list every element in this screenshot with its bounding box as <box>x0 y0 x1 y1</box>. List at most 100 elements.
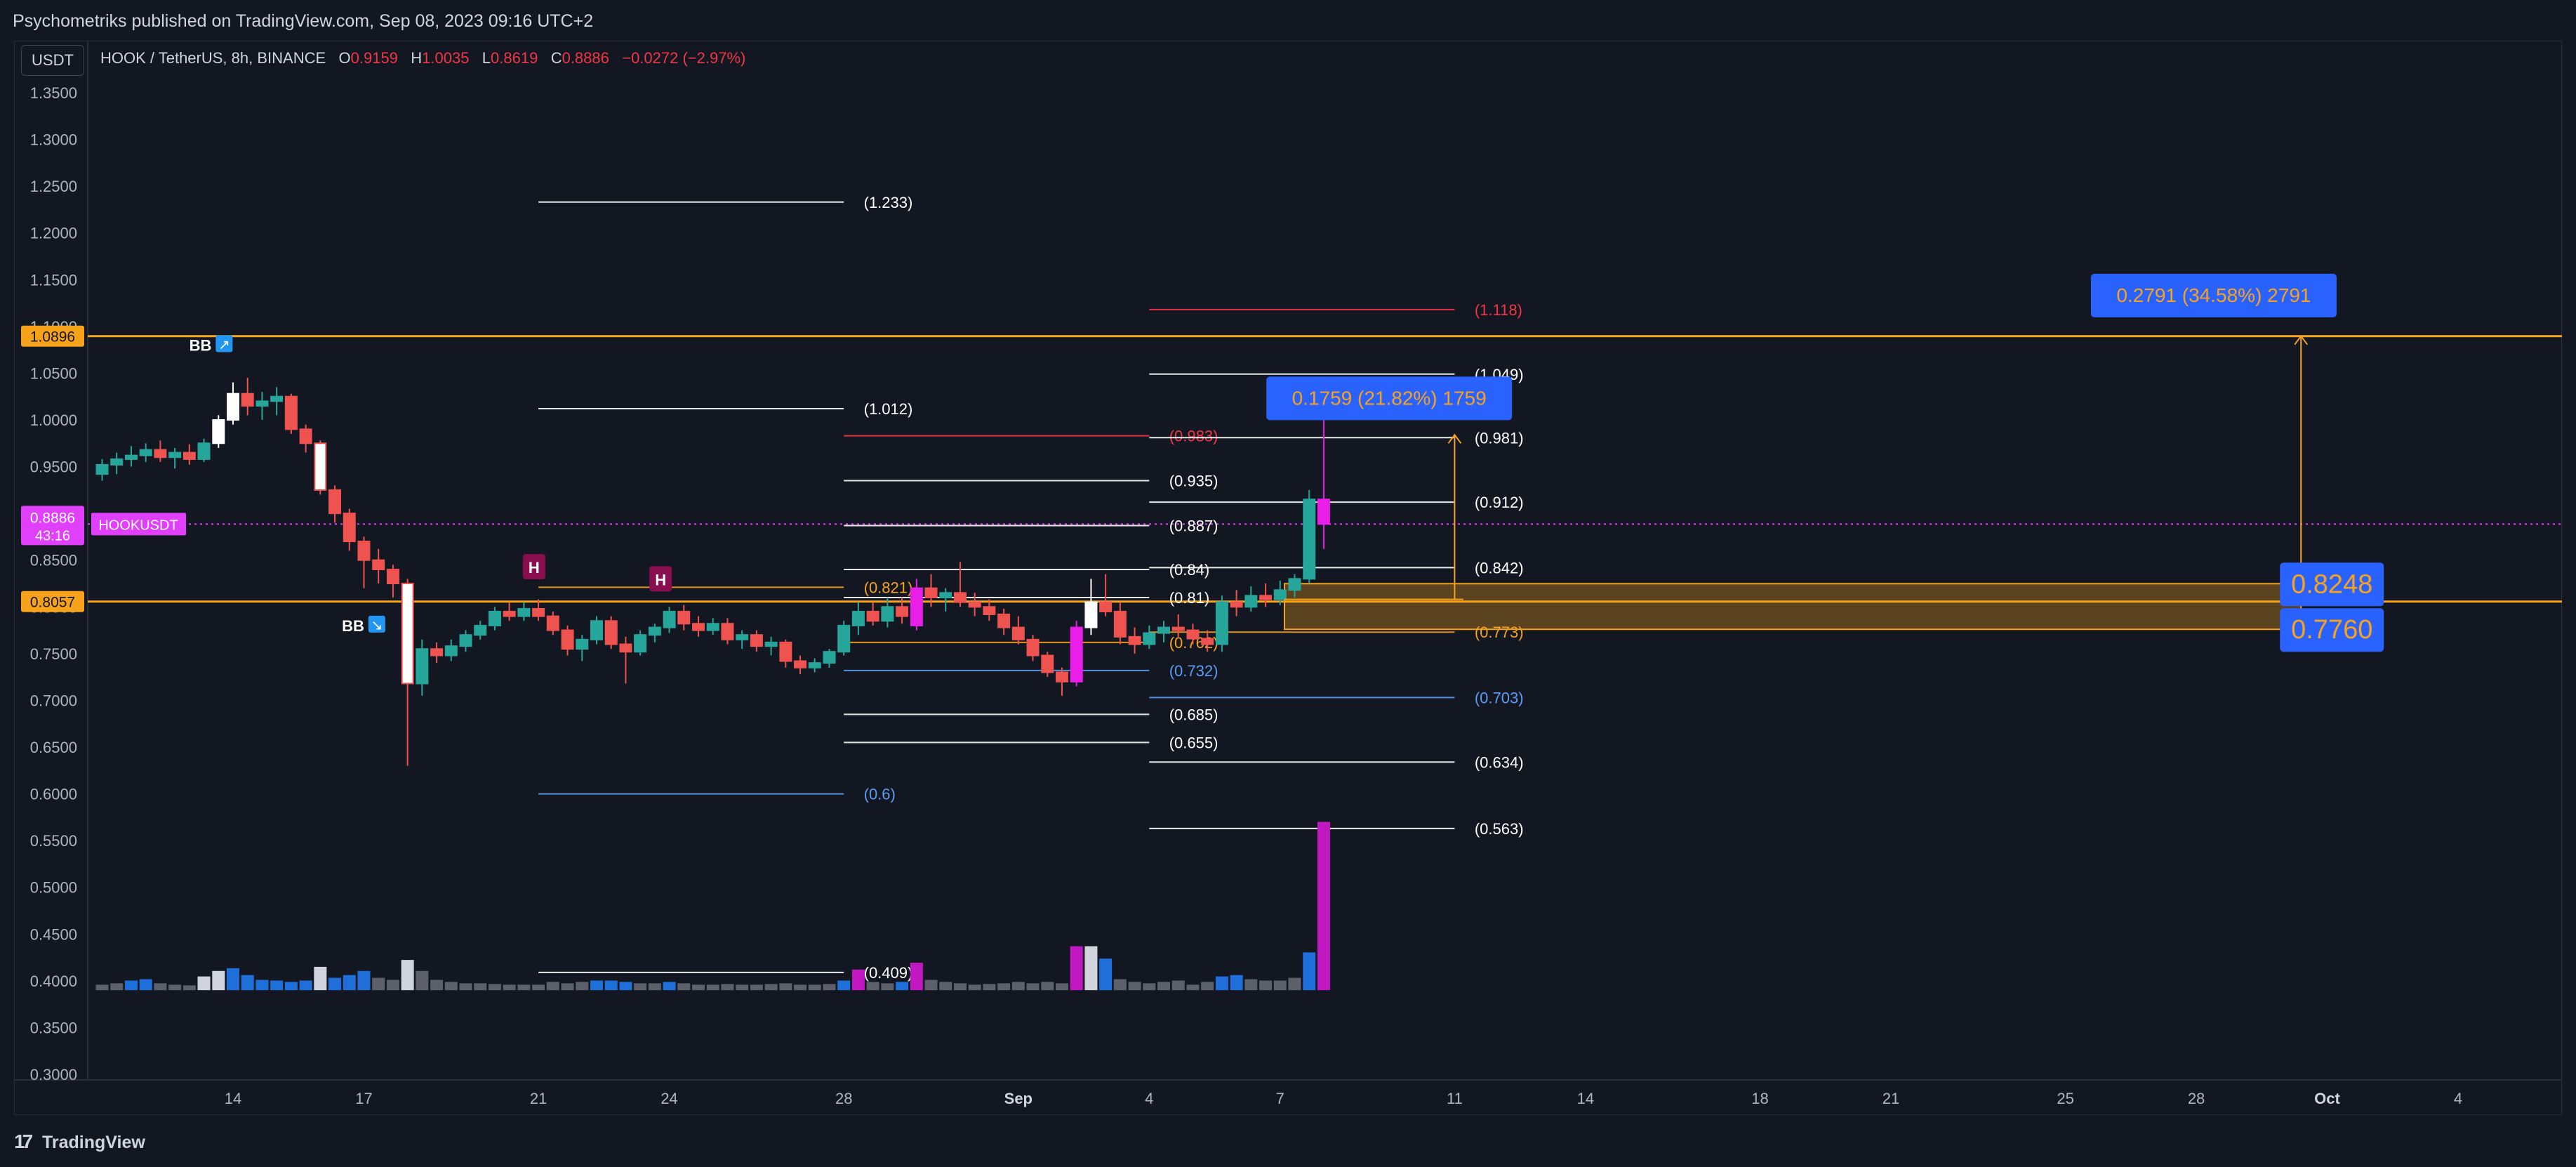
x-tick-label: 28 <box>2188 1090 2205 1107</box>
open-label: O <box>338 49 351 67</box>
y-tick-label: 0.5500 <box>30 832 77 850</box>
volume-bar <box>314 966 327 991</box>
fib-level-label: (0.84) <box>1169 561 1209 579</box>
y-tick-label: 1.3000 <box>30 131 77 149</box>
volume-bar <box>532 984 545 991</box>
y-tick-label: 0.6000 <box>30 786 77 803</box>
candle-body <box>1230 601 1243 608</box>
x-tick-label: 18 <box>1751 1090 1768 1107</box>
candle-body <box>255 400 269 407</box>
volume-bar <box>416 970 429 991</box>
currency-button[interactable]: USDT <box>21 45 84 76</box>
measure-label-box <box>2090 273 2337 317</box>
volume-bar <box>328 977 342 991</box>
symbol-tag-label: HOOKUSDT <box>98 517 178 533</box>
candle-body <box>459 634 472 647</box>
y-tick-label: 1.0500 <box>30 364 77 382</box>
volume-bar <box>1011 982 1025 991</box>
candle-body <box>706 623 719 631</box>
candle-body <box>401 583 414 685</box>
fib-level-label: (0.409) <box>864 964 913 982</box>
volume-bar <box>1303 952 1316 991</box>
volume-bar <box>430 980 444 991</box>
low-label: L <box>482 49 491 67</box>
bb-marker-badge <box>215 335 233 352</box>
volume-bar <box>517 984 531 991</box>
y-tick-label: 1.2500 <box>30 178 77 195</box>
change-value: −0.0272 (−2.97%) <box>622 49 746 67</box>
volume-bar <box>1041 982 1054 991</box>
volume-bar <box>372 977 385 991</box>
fib-level-label: (0.773) <box>1475 624 1524 641</box>
volume-bar <box>823 984 836 991</box>
volume-bar <box>721 984 734 991</box>
volume-bar <box>1186 984 1200 991</box>
volume-bar <box>241 975 254 991</box>
y-tick-label: 0.5000 <box>30 879 77 897</box>
volume-bar <box>110 983 124 991</box>
candle-body <box>357 541 371 561</box>
volume-bar <box>866 982 879 991</box>
y-tick-label: 1.1500 <box>30 271 77 289</box>
y-tick-label: 1.2000 <box>30 225 77 242</box>
x-tick-label: 11 <box>1447 1090 1463 1107</box>
volume-bar <box>95 984 109 991</box>
volume-bar <box>1273 980 1287 991</box>
volume-bar <box>561 983 574 991</box>
volume-bar <box>837 980 851 991</box>
fib-level-label: (0.935) <box>1169 473 1219 490</box>
candle-body <box>284 395 298 430</box>
candle-body <box>1273 589 1287 600</box>
volume-bar <box>1317 822 1330 991</box>
horizontal-level-label: 1.0896 <box>30 329 75 345</box>
volume-bar <box>386 980 399 991</box>
candle-body <box>270 395 284 402</box>
candle-body <box>182 451 196 460</box>
measure-arrowhead <box>1447 433 1462 444</box>
candle-body <box>896 606 909 617</box>
volume-bar <box>255 980 269 991</box>
candle-body <box>1070 626 1083 683</box>
candle-body <box>1171 626 1185 631</box>
fib-level-label: (0.81) <box>1169 589 1209 607</box>
volume-bar <box>1157 982 1170 991</box>
x-tick-label: 21 <box>530 1090 547 1107</box>
candle-body <box>924 587 938 598</box>
volume-bar <box>197 976 211 991</box>
candle-body <box>168 451 182 459</box>
candle-body <box>1041 654 1054 673</box>
horizontal-level-label: 0.8057 <box>30 595 75 611</box>
symbol-tag <box>91 513 186 536</box>
candle-body <box>1201 638 1214 645</box>
candle-body <box>953 592 967 603</box>
h-marker-badge <box>649 566 672 592</box>
fib-level-label: (0.634) <box>1475 753 1524 771</box>
fib-level-label: (1.118) <box>1475 301 1522 319</box>
footer-bar: 17 TradingView <box>0 1123 2576 1167</box>
volume-bar <box>764 984 778 991</box>
bb-marker-badge <box>368 615 385 633</box>
volume-bar <box>343 975 356 991</box>
fib-level-label: (0.655) <box>1169 734 1219 751</box>
volume-bar <box>1259 980 1273 991</box>
volume-bar <box>474 983 487 991</box>
y-tick-label: 1.3500 <box>30 84 77 102</box>
volume-bar <box>896 982 909 991</box>
tradingview-logo[interactable]: 17 TradingView <box>14 1130 145 1153</box>
volume-bar <box>1113 979 1127 991</box>
candle-body <box>474 624 487 636</box>
candle-body <box>648 626 661 636</box>
bb-marker-arrow-icon: ↗ <box>218 337 230 352</box>
volume-bar <box>168 984 182 991</box>
volume-bar <box>1099 958 1113 991</box>
volume-bar <box>953 983 967 991</box>
x-tick-label: Oct <box>2314 1090 2340 1107</box>
x-tick-label: 28 <box>835 1090 852 1107</box>
candle-body <box>430 648 444 657</box>
candle-body <box>837 624 851 653</box>
candle-body <box>546 615 559 631</box>
bar-countdown-label: 43:16 <box>35 528 70 543</box>
volume-bar <box>139 979 152 991</box>
volume-bar <box>750 984 763 991</box>
